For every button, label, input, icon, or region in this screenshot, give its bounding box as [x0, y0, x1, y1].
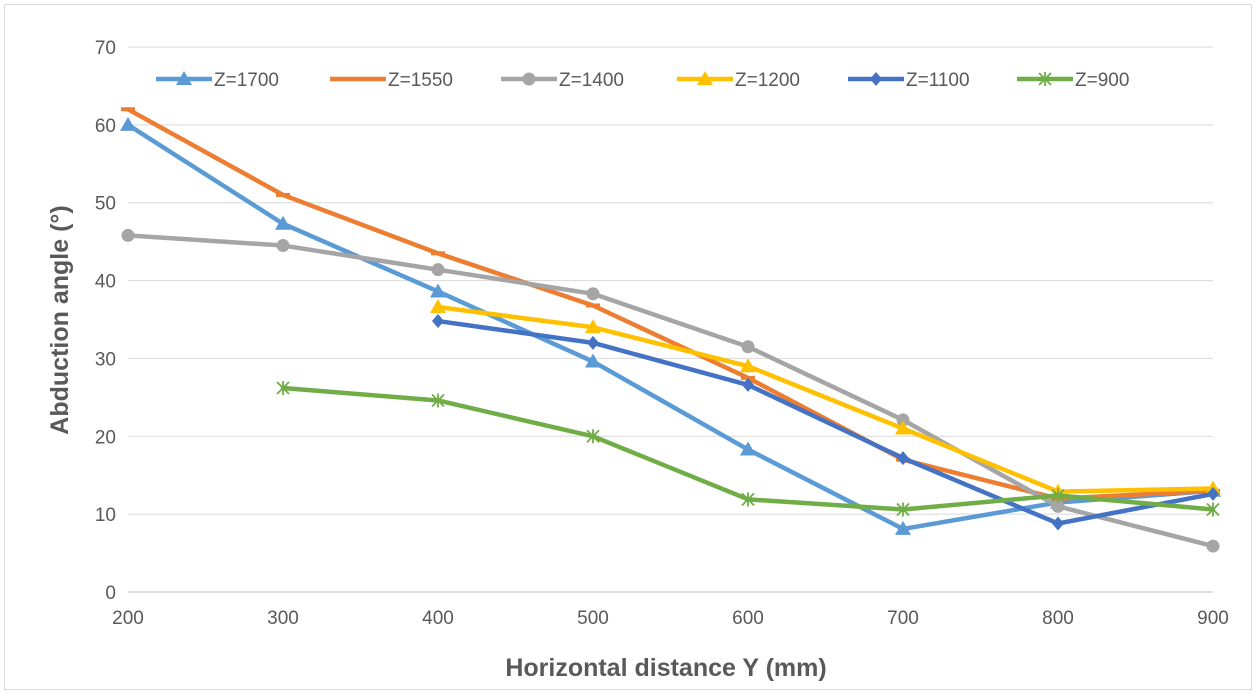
data-point: [741, 492, 755, 507]
data-point: [275, 215, 291, 230]
legend-item: Z=900: [1017, 70, 1129, 91]
x-axis-ticks: 200 300 400 500 600 700 800 900: [112, 608, 1229, 629]
data-point: [276, 381, 290, 396]
data-point: [587, 335, 599, 350]
y-tick-label: 70: [95, 38, 116, 59]
data-point: [431, 263, 445, 277]
x-tick-label: 800: [1042, 608, 1074, 629]
legend-item: Z=1700: [156, 70, 279, 91]
data-point: [740, 441, 756, 456]
data-point: [121, 228, 135, 242]
data-point: [895, 520, 911, 535]
x-tick-label: 300: [267, 608, 299, 629]
x-tick-label: 900: [1197, 608, 1229, 629]
data-point: [432, 314, 444, 329]
y-tick-label: 50: [95, 194, 116, 215]
y-tick-label: 30: [95, 349, 116, 370]
legend-item: Z=1400: [501, 70, 624, 91]
y-axis-ticks: 0 10 20 30 40 50 60 70: [95, 38, 116, 604]
legend-marker: [697, 71, 713, 85]
y-tick-label: 0: [105, 583, 116, 604]
legend-label: Z=1200: [735, 70, 800, 91]
data-point: [1207, 486, 1219, 501]
series-line: [435, 318, 1216, 526]
data-point: [585, 319, 601, 334]
y-tick-label: 20: [95, 427, 116, 448]
x-tick-label: 600: [732, 608, 764, 629]
series-layer: [120, 107, 1221, 553]
x-tick-label: 700: [887, 608, 919, 629]
legend-item: Z=1100: [848, 70, 970, 91]
data-point: [895, 420, 911, 435]
legend-marker: [522, 72, 536, 86]
data-point: [1206, 539, 1220, 553]
legend-label: Z=900: [1075, 70, 1129, 91]
legend-label: Z=1700: [214, 70, 279, 91]
series-z-1200: [430, 299, 1221, 498]
data-point: [742, 377, 754, 392]
data-point: [1051, 488, 1065, 503]
series-z-1700: [120, 116, 1221, 535]
legend-label: Z=1100: [906, 70, 970, 91]
legend-label: Z=1550: [388, 70, 453, 91]
series-z-1550: [121, 107, 1220, 501]
series-z-1400: [121, 228, 1220, 553]
x-tick-label: 400: [422, 608, 454, 629]
data-point: [741, 340, 755, 354]
series-line: [435, 304, 1216, 494]
x-axis-title: Horizontal distance Y (mm): [505, 654, 826, 682]
chart-frame: [4, 4, 1252, 690]
y-tick-label: 10: [95, 505, 116, 526]
legend-marker: [1038, 72, 1052, 86]
data-point: [276, 239, 290, 253]
data-point: [120, 116, 136, 131]
series-z-1100: [432, 314, 1219, 531]
series-line: [125, 107, 1216, 501]
series-line: [125, 122, 1216, 532]
data-point: [1051, 499, 1065, 513]
y-tick-label: 60: [95, 116, 116, 137]
y-axis-title: Abduction angle (°): [46, 205, 74, 434]
data-point: [897, 451, 909, 466]
legend-marker: [870, 72, 882, 86]
data-point: [740, 358, 756, 373]
data-point: [431, 393, 445, 408]
data-point: [896, 413, 910, 427]
data-point: [586, 287, 600, 301]
data-point: [1206, 502, 1220, 517]
legend-item: Z=1200: [677, 70, 800, 91]
legend-marker: [176, 71, 192, 85]
x-tick-label: 500: [577, 608, 609, 629]
legend-label: Z=1400: [559, 70, 624, 91]
x-tick-label: 200: [112, 608, 144, 629]
data-point: [896, 502, 910, 517]
data-point: [1052, 516, 1064, 531]
legend: Z=1700 Z=1550 Z=1400 Z=1200 Z=1100 Z=900: [156, 70, 1129, 91]
y-tick-label: 40: [95, 272, 116, 293]
series-z-900: [276, 381, 1220, 517]
data-point: [430, 283, 446, 298]
data-point: [430, 299, 446, 314]
data-point: [586, 429, 600, 444]
data-point: [585, 353, 601, 368]
series-line: [125, 233, 1216, 549]
legend-item: Z=1550: [330, 70, 453, 91]
